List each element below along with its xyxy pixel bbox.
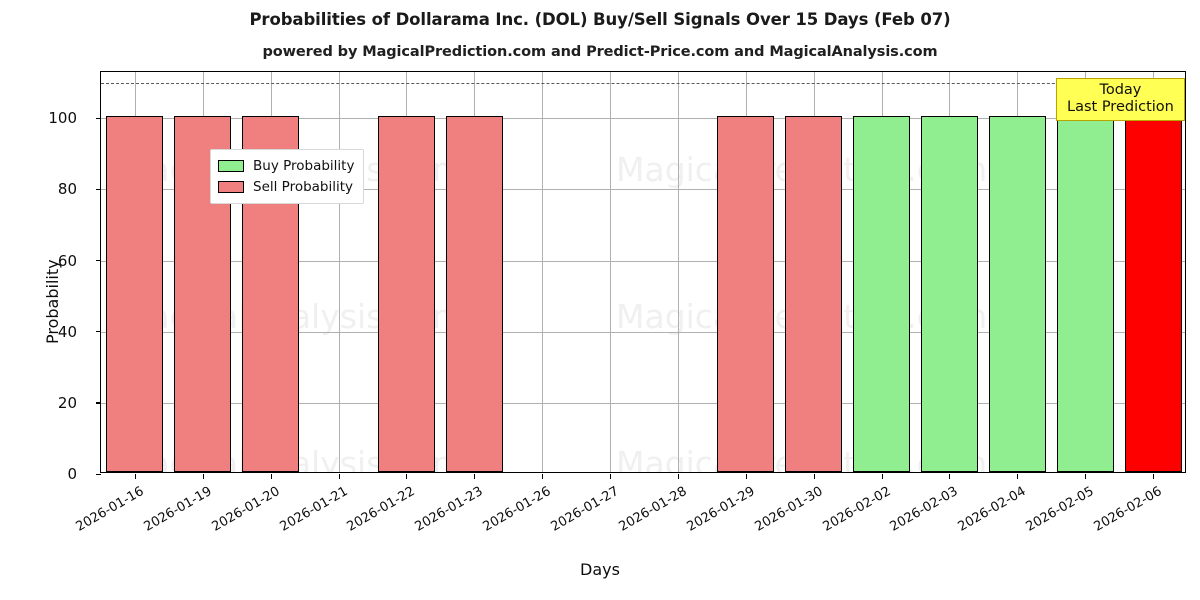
x-tick-label: 2026-01-22 bbox=[344, 484, 418, 535]
y-tick-mark bbox=[96, 188, 101, 191]
y-tick-mark bbox=[96, 331, 101, 333]
horizontal-gridline bbox=[101, 331, 1185, 333]
legend-item-buy[interactable]: Buy Probability bbox=[218, 155, 354, 176]
horizontal-gridline bbox=[101, 402, 1185, 404]
legend-label: Buy Probability bbox=[253, 157, 355, 174]
bar-2026-01-30-sell[interactable] bbox=[785, 116, 843, 472]
chart-subtitle: powered by MagicalPrediction.com and Pre… bbox=[262, 44, 938, 60]
today-line-2: Last Prediction bbox=[1067, 99, 1174, 116]
horizontal-gridline bbox=[101, 260, 1185, 262]
x-tick-label: 2026-02-03 bbox=[887, 484, 961, 535]
vertical-gridline bbox=[542, 72, 543, 472]
y-tick-mark bbox=[96, 473, 101, 475]
x-tick-mark bbox=[949, 474, 951, 479]
vertical-gridline bbox=[610, 72, 611, 472]
x-tick-mark bbox=[406, 474, 408, 479]
x-tick-label: 2026-01-21 bbox=[277, 484, 351, 535]
threshold-dashed-line bbox=[101, 82, 1185, 84]
bar-2026-02-05-buy[interactable] bbox=[1056, 116, 1114, 472]
x-tick-mark bbox=[1017, 474, 1019, 479]
x-tick-mark bbox=[1085, 474, 1087, 479]
x-tick-label: 2026-01-30 bbox=[752, 484, 826, 535]
y-tick-label: 40 bbox=[57, 322, 77, 341]
y-tick-mark bbox=[96, 117, 101, 120]
chart-title: Probabilities of Dollarama Inc. (DOL) Bu… bbox=[249, 10, 951, 29]
legend-item-sell[interactable]: Sell Probability bbox=[218, 176, 354, 197]
x-tick-label: 2026-01-29 bbox=[684, 484, 758, 535]
y-tick-label: 100 bbox=[48, 109, 77, 128]
y-tick-mark bbox=[96, 402, 101, 404]
vertical-gridline bbox=[339, 72, 340, 472]
bar-2026-02-06-today[interactable] bbox=[1124, 116, 1182, 472]
x-tick-mark bbox=[610, 474, 612, 479]
y-tick-label: 60 bbox=[57, 251, 77, 270]
x-tick-mark bbox=[678, 474, 680, 479]
y-tick-label: 0 bbox=[67, 465, 77, 483]
bar-2026-01-23-sell[interactable] bbox=[445, 116, 503, 472]
bar-2026-01-16-sell[interactable] bbox=[106, 116, 164, 472]
x-tick-mark bbox=[1153, 474, 1155, 479]
x-tick-label: 2026-01-20 bbox=[209, 484, 283, 535]
x-tick-mark bbox=[882, 474, 884, 479]
vertical-gridline bbox=[678, 72, 679, 472]
bar-2026-01-22-sell[interactable] bbox=[377, 116, 435, 472]
x-tick-label: 2026-01-16 bbox=[73, 484, 147, 535]
y-tick-label: 80 bbox=[57, 180, 77, 199]
bar-2026-02-02-buy[interactable] bbox=[853, 116, 911, 472]
x-tick-label: 2026-01-28 bbox=[616, 484, 690, 535]
x-tick-mark bbox=[271, 474, 273, 479]
legend-swatch-icon bbox=[218, 180, 244, 193]
x-tick-label: 2026-01-19 bbox=[141, 484, 215, 535]
x-tick-mark bbox=[339, 474, 341, 479]
x-tick-mark bbox=[135, 474, 137, 479]
x-tick-mark bbox=[814, 474, 816, 479]
bar-2026-02-04-buy[interactable] bbox=[988, 116, 1046, 472]
x-tick-mark bbox=[474, 474, 476, 479]
today-line-1: Today bbox=[1099, 82, 1142, 98]
horizontal-gridline bbox=[101, 118, 1185, 120]
plot-area: MagicalAnalysis.comMagicalPrediction.com… bbox=[43, 71, 1186, 535]
today-annotation: Today Last Prediction bbox=[1056, 78, 1185, 122]
legend-label: Sell Probability bbox=[253, 178, 354, 195]
x-tick-mark bbox=[203, 474, 205, 479]
y-tick-label: 20 bbox=[57, 393, 77, 412]
bar-2026-01-29-sell[interactable] bbox=[717, 116, 775, 472]
chart-legend[interactable]: Buy Probability Sell Probability bbox=[210, 149, 365, 204]
x-tick-mark bbox=[542, 474, 544, 479]
horizontal-gridline bbox=[101, 189, 1185, 191]
bar-layer bbox=[101, 72, 1185, 472]
legend-swatch-icon bbox=[218, 159, 244, 172]
x-tick-mark bbox=[746, 474, 748, 479]
y-tick-mark bbox=[96, 260, 101, 262]
x-tick-label: 2026-02-02 bbox=[820, 484, 894, 535]
x-axis-label: Days bbox=[580, 560, 620, 579]
bar-2026-02-03-buy[interactable] bbox=[920, 116, 978, 472]
